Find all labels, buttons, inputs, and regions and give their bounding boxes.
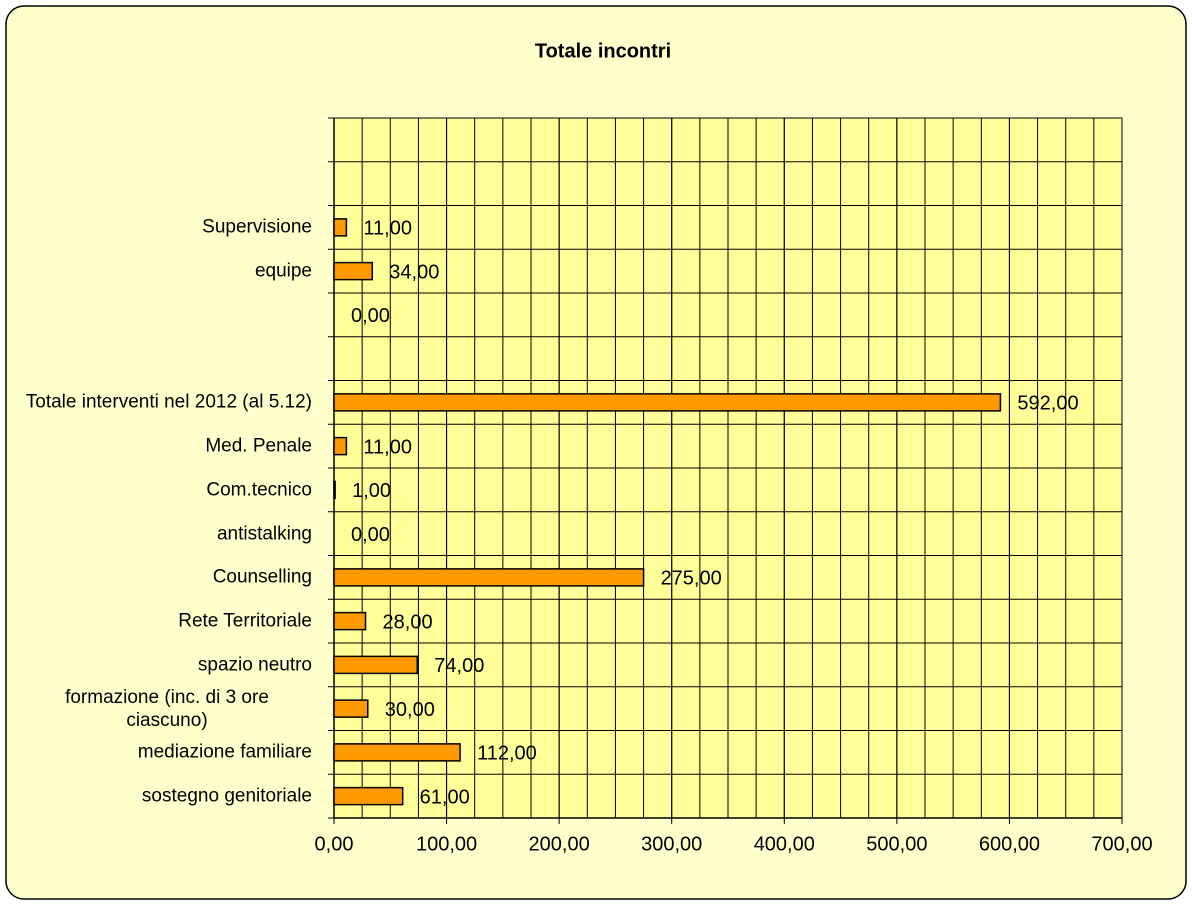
y-tick-label-text: Totale interventi nel 2012 (al 5.12) xyxy=(25,391,312,413)
y-tick-label-text: equipe xyxy=(254,260,312,282)
bar xyxy=(333,436,348,456)
x-tick-label: 100,00 xyxy=(416,833,477,855)
y-tick-label: Totale interventi nel 2012 (al 5.12) xyxy=(12,391,312,414)
x-tick-label: 300,00 xyxy=(641,833,702,855)
value-label: 61,00 xyxy=(420,786,470,808)
value-label: 0,00 xyxy=(351,524,390,546)
y-tick-label-text: Med. Penale xyxy=(205,435,312,457)
y-tick-label-text: Com.tecnico xyxy=(206,479,312,501)
value-label: 0,00 xyxy=(351,305,390,327)
y-tick-label: Supervisione xyxy=(12,216,312,239)
value-label: 30,00 xyxy=(385,699,435,721)
value-label: 34,00 xyxy=(389,261,439,283)
y-tick-label: mediazione familiare xyxy=(12,741,312,764)
value-label: 74,00 xyxy=(434,655,484,677)
bar xyxy=(333,743,461,762)
y-tick-label: Med. Penale xyxy=(12,435,312,458)
y-tick-label: antistalking xyxy=(12,522,312,545)
y-tick-label-text: sostegno genitoriale xyxy=(141,785,312,807)
value-label: 11,00 xyxy=(363,436,412,458)
bar xyxy=(333,699,369,718)
value-label: 28,00 xyxy=(383,611,433,633)
bar xyxy=(333,393,1002,412)
value-label: 11,00 xyxy=(363,218,412,240)
y-tick-label-text: Rete Territoriale xyxy=(178,610,312,632)
bar xyxy=(333,655,419,675)
value-label: 1,00 xyxy=(352,480,391,502)
bar xyxy=(333,568,645,587)
y-tick-label-text: mediazione familiare xyxy=(137,741,312,763)
x-tick-label: 400,00 xyxy=(754,833,815,855)
value-label: 592,00 xyxy=(1017,393,1078,415)
value-label: 275,00 xyxy=(661,568,722,590)
value-label: 112,00 xyxy=(477,743,537,765)
x-tick-label: 700,00 xyxy=(1091,833,1152,855)
y-tick-label: sostegno genitoriale xyxy=(12,785,312,808)
y-tick-label-text: spazio neutro xyxy=(197,654,312,676)
bar xyxy=(333,261,374,281)
bar xyxy=(333,786,404,806)
bar xyxy=(333,611,367,631)
x-tick-label: 200,00 xyxy=(529,833,590,855)
y-tick-label: equipe xyxy=(12,260,312,283)
y-tick-label-text: Counselling xyxy=(212,566,312,588)
y-tick-label: Rete Territoriale xyxy=(12,610,312,633)
x-tick-label: 600,00 xyxy=(979,833,1040,855)
y-tick-label: Counselling xyxy=(12,566,312,589)
y-tick-label: spazio neutro xyxy=(12,653,312,676)
x-tick-label: 0,00 xyxy=(315,833,354,855)
y-tick-label: Com.tecnico xyxy=(12,478,312,501)
y-tick-label-text: antistalking xyxy=(216,523,312,545)
y-tick-label-text: formazione (inc. di 3 ore ciascuno) xyxy=(65,686,269,731)
bar xyxy=(333,480,336,500)
y-tick-label-text: Supervisione xyxy=(202,216,312,238)
y-tick-label: formazione (inc. di 3 ore ciascuno) xyxy=(12,686,312,732)
chart-title: Totale incontri xyxy=(535,40,671,62)
x-tick-label: 500,00 xyxy=(866,833,927,855)
bar xyxy=(333,218,348,237)
